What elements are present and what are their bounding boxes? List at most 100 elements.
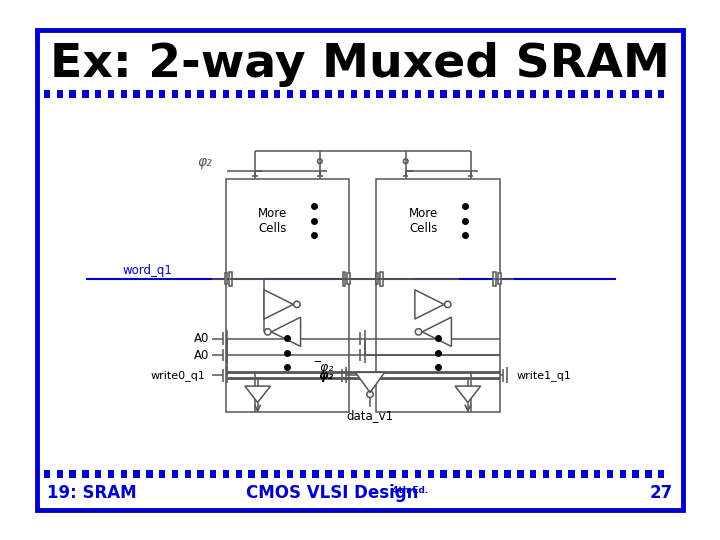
Bar [312, 90, 319, 98]
Bar [493, 272, 496, 286]
Bar [225, 273, 228, 284]
Bar [248, 470, 255, 478]
Polygon shape [422, 317, 451, 347]
Bar [325, 470, 332, 478]
Bar [594, 90, 600, 98]
Bar [146, 470, 153, 478]
Text: 4th Ed.: 4th Ed. [392, 486, 428, 495]
Polygon shape [245, 386, 271, 402]
Bar [377, 470, 383, 478]
Bar [44, 90, 50, 98]
Bar [351, 470, 357, 478]
Bar [287, 470, 293, 478]
Bar [415, 90, 421, 98]
Bar [428, 90, 434, 98]
Bar [543, 90, 549, 98]
Text: 27: 27 [649, 484, 672, 502]
Bar [159, 90, 166, 98]
Bar [95, 90, 102, 98]
Bar [274, 470, 281, 478]
Bar [568, 470, 575, 478]
Bar [108, 90, 114, 98]
Bar [274, 90, 281, 98]
Polygon shape [455, 386, 481, 402]
Bar [498, 273, 501, 284]
Bar [632, 90, 639, 98]
Bar [415, 470, 421, 478]
Bar [543, 470, 549, 478]
Bar [658, 470, 665, 478]
Text: write0_q1: write0_q1 [150, 370, 205, 381]
Bar [57, 90, 63, 98]
Bar [441, 90, 447, 98]
Bar [261, 470, 268, 478]
Bar [556, 470, 562, 478]
Bar [223, 470, 229, 478]
Text: write1_q1: write1_q1 [516, 370, 571, 381]
Bar [57, 470, 63, 478]
Bar [530, 90, 536, 98]
Bar [505, 90, 510, 98]
Bar [325, 90, 332, 98]
Bar [108, 470, 114, 478]
Bar [235, 470, 242, 478]
Bar [210, 470, 217, 478]
Bar [568, 90, 575, 98]
Text: More
Cells: More Cells [409, 207, 438, 235]
Bar [632, 470, 639, 478]
Bar [223, 90, 229, 98]
Bar [120, 90, 127, 98]
Polygon shape [271, 317, 300, 347]
Text: ̅φ₂: ̅φ₂ [320, 361, 333, 374]
Bar [645, 470, 652, 478]
Bar [159, 470, 166, 478]
Bar [197, 470, 204, 478]
Bar [377, 90, 383, 98]
Bar [466, 470, 472, 478]
Bar [82, 90, 89, 98]
Bar [338, 90, 344, 98]
Bar [466, 90, 472, 98]
Bar [235, 90, 242, 98]
Bar [453, 470, 459, 478]
Bar [402, 470, 408, 478]
Bar [453, 90, 459, 98]
Bar [390, 470, 396, 478]
Bar [581, 470, 588, 478]
Text: word_q1: word_q1 [122, 264, 173, 277]
Bar [82, 470, 89, 478]
Bar [620, 470, 626, 478]
Bar [351, 90, 357, 98]
Bar [261, 90, 268, 98]
Bar [492, 470, 498, 478]
Bar [607, 90, 613, 98]
Bar [428, 470, 434, 478]
Bar [556, 90, 562, 98]
Bar [581, 90, 588, 98]
Bar [229, 272, 232, 286]
FancyBboxPatch shape [37, 30, 683, 510]
Bar [492, 90, 498, 98]
Text: data_v1: data_v1 [346, 409, 394, 422]
Bar [287, 90, 293, 98]
Bar [225, 179, 349, 411]
Text: φ₂: φ₂ [197, 156, 212, 170]
Text: 19: SRAM: 19: SRAM [48, 484, 137, 502]
Bar [645, 90, 652, 98]
Bar [479, 90, 485, 98]
Bar [347, 273, 350, 284]
Bar [69, 90, 76, 98]
Bar [69, 470, 76, 478]
Bar [441, 470, 447, 478]
Polygon shape [415, 290, 444, 319]
Text: A0: A0 [194, 332, 210, 345]
Bar [300, 470, 306, 478]
Text: Ex: 2-way Muxed SRAM: Ex: 2-way Muxed SRAM [50, 42, 670, 87]
Text: More
Cells: More Cells [258, 207, 287, 235]
Bar [380, 272, 383, 286]
Bar [377, 179, 500, 411]
Bar [343, 272, 346, 286]
Bar [594, 470, 600, 478]
Bar [171, 470, 178, 478]
Bar [338, 470, 344, 478]
